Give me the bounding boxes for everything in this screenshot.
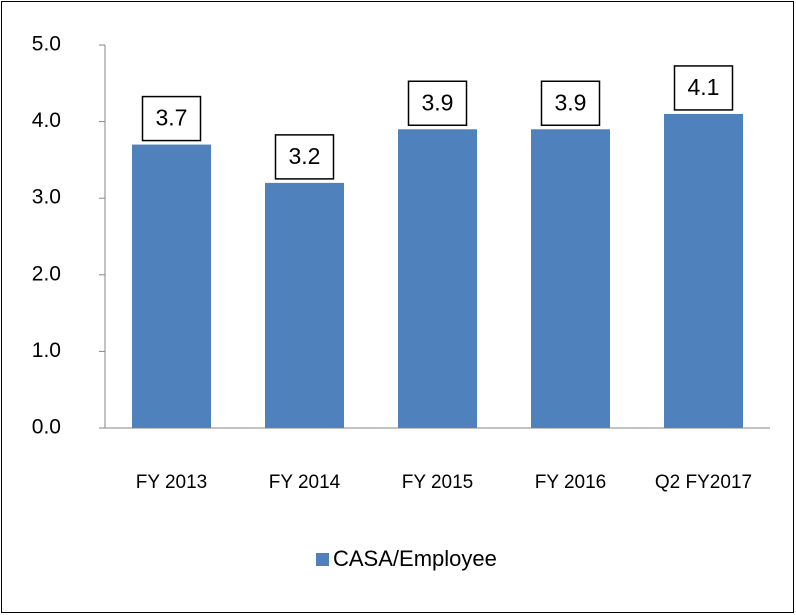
data-label-box [141, 95, 202, 142]
x-tick-label: FY 2015 [402, 472, 473, 493]
bar [398, 129, 477, 428]
y-tick-label: 3.0 [32, 186, 61, 209]
x-tick-label: FY 2013 [136, 472, 207, 493]
bar [664, 113, 743, 428]
data-label: 3.7 [156, 105, 188, 131]
bar [265, 182, 344, 428]
data-label-box [274, 134, 335, 180]
data-label-box [673, 65, 734, 111]
data-label-box [540, 80, 601, 127]
y-tick-label: 4.0 [32, 109, 61, 132]
y-tick-label: 5.0 [32, 33, 61, 56]
y-tick-label: 1.0 [32, 339, 61, 362]
bar [132, 144, 211, 428]
data-label-box [407, 80, 468, 127]
data-label: 3.9 [422, 89, 454, 115]
data-label: 4.1 [688, 74, 720, 100]
y-tick-label: 2.0 [32, 262, 61, 285]
x-tick-label: FY 2014 [269, 472, 341, 493]
legend-swatch [316, 553, 329, 566]
data-label: 3.9 [555, 89, 587, 115]
data-label: 3.2 [289, 143, 321, 169]
y-tick-label: 0.0 [32, 416, 61, 439]
legend-label: CASA/Employee [333, 546, 497, 571]
x-tick-label: Q2 FY2017 [655, 472, 752, 493]
bar [531, 129, 610, 428]
x-tick-label: FY 2016 [535, 472, 606, 493]
